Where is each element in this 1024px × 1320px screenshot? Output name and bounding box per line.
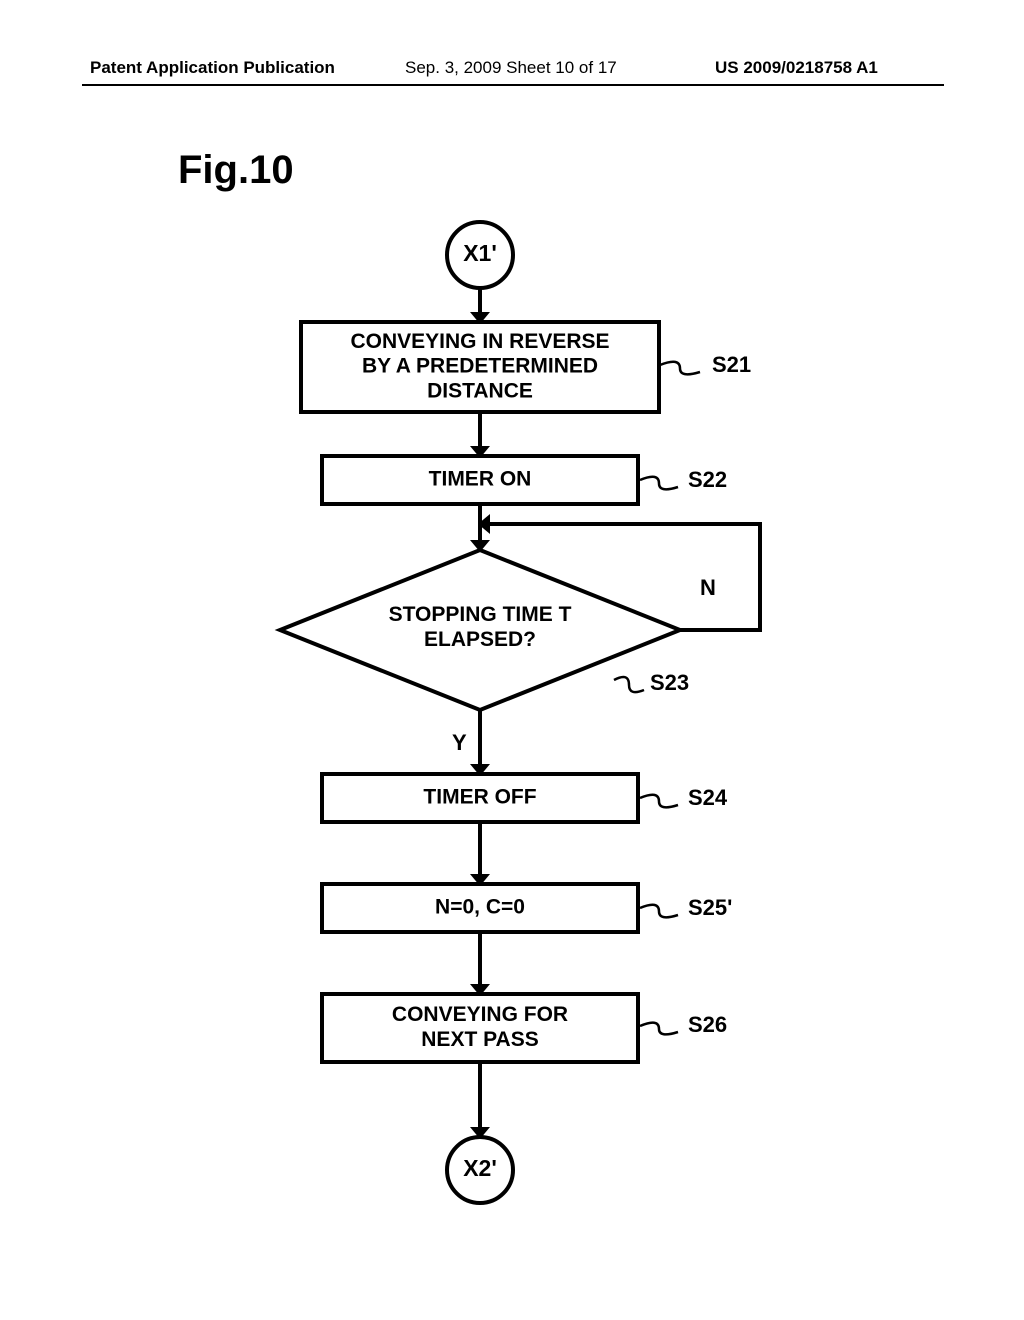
svg-text:X2': X2': [463, 1155, 497, 1181]
svg-text:ELAPSED?: ELAPSED?: [424, 628, 536, 651]
svg-text:S24: S24: [688, 785, 728, 810]
svg-text:CONVEYING FOR: CONVEYING FOR: [392, 1003, 568, 1026]
svg-text:N: N: [700, 575, 716, 600]
svg-text:S25': S25': [688, 895, 732, 920]
svg-text:TIMER ON: TIMER ON: [429, 468, 532, 491]
flowchart-canvas: X1' CONVEYING IN REVERSEBY A PREDETERMINE…: [0, 0, 1024, 1320]
svg-text:Y: Y: [452, 730, 467, 755]
svg-text:STOPPING TIME T: STOPPING TIME T: [389, 603, 572, 626]
svg-text:CONVEYING IN REVERSE: CONVEYING IN REVERSE: [350, 330, 609, 353]
svg-text:TIMER OFF: TIMER OFF: [423, 786, 536, 809]
svg-text:N=0, C=0: N=0, C=0: [435, 896, 525, 919]
svg-text:NEXT PASS: NEXT PASS: [421, 1028, 538, 1051]
svg-text:S23: S23: [650, 670, 689, 695]
svg-text:DISTANCE: DISTANCE: [427, 379, 533, 402]
svg-text:BY A PREDETERMINED: BY A PREDETERMINED: [362, 355, 598, 378]
svg-text:S21: S21: [712, 352, 751, 377]
svg-text:S26: S26: [688, 1012, 727, 1037]
svg-text:X1': X1': [463, 240, 497, 266]
svg-text:S22: S22: [688, 467, 727, 492]
